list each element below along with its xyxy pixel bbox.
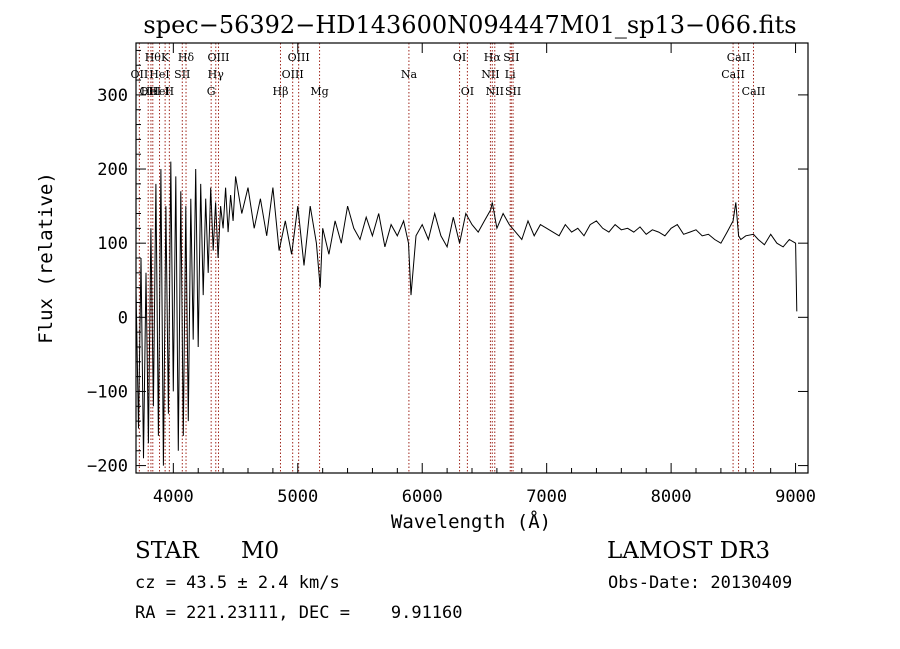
line-marker-label: Hδ [178, 51, 195, 64]
x-tick-label: 6000 [402, 487, 443, 507]
line-marker-label: OI [453, 51, 466, 64]
line-marker-label: SII [503, 51, 519, 64]
object-subclass: M0 [241, 538, 280, 564]
line-marker-label: OI [461, 85, 474, 98]
obs-date: Obs-Date: 20130409 [608, 573, 793, 593]
line-marker-label: Na [401, 68, 418, 81]
line-marker-label: OIII [282, 68, 304, 81]
spectrum-line [135, 161, 798, 466]
y-tick-label: −200 [87, 457, 128, 477]
axis-ticks: 4000 5000 6000 7000 8000 9000 −200 −100 0 100 200 3… [87, 43, 816, 507]
redshift-cz: cz = 43.5 ± 2.4 km/s [135, 573, 340, 593]
plot-frame [135, 42, 809, 474]
line-marker-label: Mg [310, 85, 328, 98]
line-marker-label: Hθ [145, 51, 162, 64]
line-marker-label: Hβ [273, 85, 289, 98]
line-marker-label: OII [131, 68, 149, 81]
y-tick-label: 200 [97, 160, 128, 180]
x-tick-label: 8000 [651, 487, 692, 507]
line-marker-label: SII [505, 85, 521, 98]
y-tick-label: −100 [87, 382, 128, 402]
line-marker-label: OIII [207, 51, 229, 64]
y-axis-label: Flux (relative) [35, 172, 57, 344]
line-marker-label: G [207, 85, 216, 98]
line-marker-label: CaII [727, 51, 751, 64]
line-marker-label: CaII [742, 85, 766, 98]
line-marker-label: Hα [484, 51, 502, 64]
spectrum-series [135, 161, 798, 466]
line-marker-label: HeI [149, 85, 169, 98]
x-axis-label: Wavelength (Å) [391, 510, 551, 533]
ra-dec-coords: RA = 221.23111, DEC = 9.91160 [135, 603, 463, 623]
chart-title: spec−56392−HD143600N094447M01_sp13−066.f… [143, 11, 796, 39]
x-tick-label: 5000 [277, 487, 318, 507]
line-marker-label: OIII [288, 51, 310, 64]
object-class: STAR [135, 538, 199, 564]
line-marker-label: H [165, 85, 175, 98]
survey-label: LAMOST DR3 [607, 538, 771, 564]
x-tick-label: 9000 [775, 487, 816, 507]
y-tick-label: 0 [118, 308, 128, 328]
line-marker-label: Li [505, 68, 516, 81]
line-marker-label: Hγ [208, 68, 225, 81]
y-tick-label: 300 [97, 86, 128, 106]
line-marker-label: CaII [721, 68, 745, 81]
x-tick-label: 7000 [526, 487, 567, 507]
line-markers: OIIOIIHeIHθHeIHeIKHSIIHδGHγOIIIHβOIIIOII… [131, 43, 766, 473]
line-marker-label: HeI [149, 68, 169, 81]
line-marker-label: SII [174, 68, 190, 81]
line-marker-label: K [161, 51, 170, 64]
y-tick-label: 100 [97, 234, 128, 254]
line-marker-label: NII [481, 68, 499, 81]
x-tick-label: 4000 [153, 487, 194, 507]
line-marker-label: NII [486, 85, 504, 98]
